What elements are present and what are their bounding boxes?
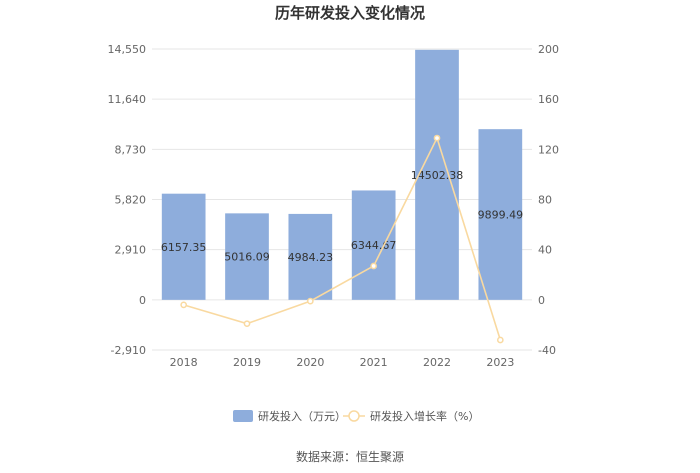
x-tick-label: 2022 [423, 356, 451, 369]
x-tick-label: 2019 [233, 356, 261, 369]
bar-data-label: 6344.67 [351, 239, 397, 252]
y-left-tick-label: 14,550 [108, 43, 147, 56]
y-left-tick-label: 11,640 [108, 93, 147, 106]
growth-point [496, 336, 504, 344]
legend-line-label: 研发投入增长率（%） [370, 409, 479, 423]
growth-point [433, 134, 441, 142]
y-left-tick-label: 8,730 [115, 143, 147, 156]
bar [288, 213, 333, 300]
chart-title: 历年研发投入变化情况 [275, 4, 425, 22]
x-tick-label: 2018 [170, 356, 198, 369]
bar [415, 49, 459, 300]
y-right-tick-label: 80 [538, 194, 552, 207]
bar [478, 129, 523, 300]
bars [161, 49, 523, 300]
y-axis-right: -40 0 40 80 120 160 200 [538, 43, 559, 357]
bar-data-label: 4984.23 [288, 251, 334, 264]
growth-point [180, 301, 188, 309]
bar-data-label: 6157.35 [161, 241, 207, 254]
bar-data-label: 5016.09 [224, 251, 270, 264]
y-right-tick-label: 0 [538, 294, 545, 307]
bar [161, 193, 206, 300]
y-axis-left: -2,910 0 2,910 5,820 8,730 11,640 14,550 [108, 43, 147, 357]
x-axis: 2018 2019 2020 2021 2022 2023 [170, 356, 515, 369]
y-left-tick-label: -2,910 [111, 344, 146, 357]
legend-bar-label: 研发投入（万元） [258, 409, 346, 423]
y-right-tick-label: 40 [538, 244, 552, 257]
legend-bar-swatch [233, 410, 253, 422]
bar-data-label: 9899.49 [478, 209, 524, 222]
y-right-tick-label: 120 [538, 143, 559, 156]
x-tick-label: 2020 [296, 356, 324, 369]
bar [351, 190, 396, 300]
x-tick-label: 2021 [360, 356, 388, 369]
data-source: 数据来源：恒生聚源 [296, 449, 404, 464]
y-left-tick-label: 2,910 [115, 244, 147, 257]
y-left-tick-label: 5,820 [115, 194, 147, 207]
legend-line-marker [348, 410, 360, 422]
bar [225, 213, 269, 300]
grid [152, 48, 532, 351]
growth-point [370, 262, 378, 270]
y-left-tick-label: 0 [139, 294, 146, 307]
y-right-tick-label: -40 [538, 344, 556, 357]
x-tick-label: 2023 [486, 356, 514, 369]
growth-point [243, 320, 251, 328]
y-right-tick-label: 200 [538, 43, 559, 56]
y-right-tick-label: 160 [538, 93, 559, 106]
growth-line-path [183, 135, 502, 341]
growth-line [180, 134, 504, 344]
growth-point [306, 297, 314, 305]
legend[interactable]: 研发投入（万元） 研发投入增长率（%） [233, 409, 479, 423]
